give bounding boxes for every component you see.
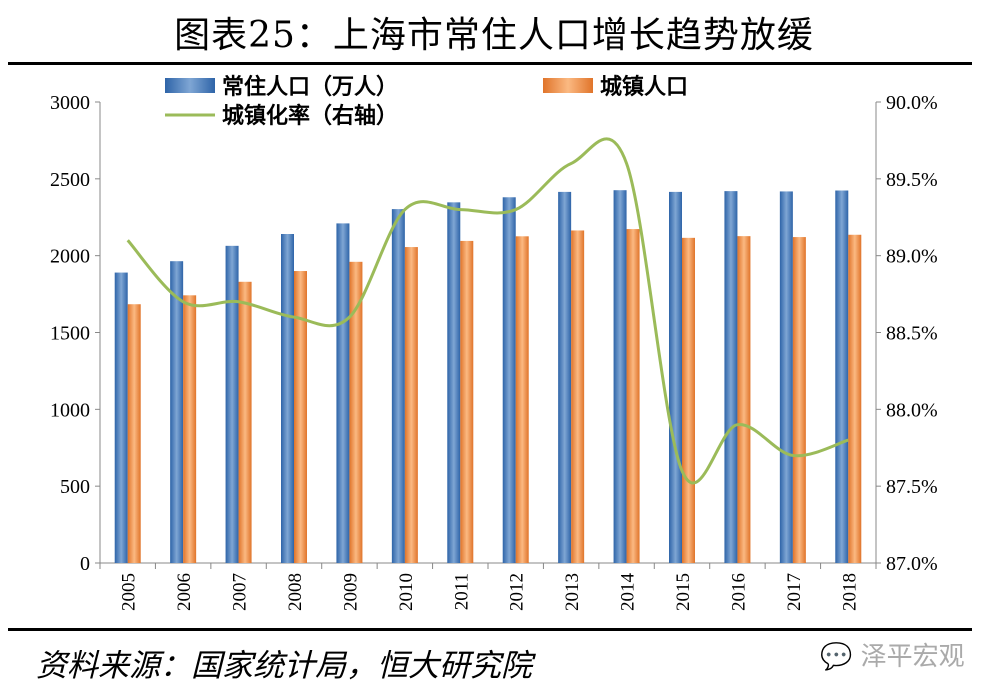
bar-urban-population xyxy=(127,304,141,563)
x-tick-label: 2016 xyxy=(728,573,749,611)
right-tick-label: 88.5% xyxy=(886,323,938,345)
x-tick-label: 2008 xyxy=(285,573,306,611)
chart-title: 图表25：上海市常住人口增长趋势放缓 xyxy=(174,15,814,56)
bar-resident-population xyxy=(669,191,682,563)
bar-urban-population xyxy=(294,271,307,563)
bar-urban-population xyxy=(626,229,640,563)
bar-urban-population xyxy=(183,295,197,563)
left-tick-label: 500 xyxy=(60,476,90,498)
bar-urban-population xyxy=(682,237,695,563)
watermark-text: 泽平宏观 xyxy=(860,642,965,672)
bar-urban-population xyxy=(848,234,862,563)
x-tick-label: 2005 xyxy=(119,573,140,611)
legend-label-rate: 城镇化率（右轴） xyxy=(222,103,398,128)
bar-urban-population xyxy=(404,247,418,563)
legend-swatch-resident xyxy=(165,78,215,93)
top-rule xyxy=(8,62,972,65)
wechat-icon: 💬 xyxy=(820,642,853,672)
bar-resident-population xyxy=(114,272,128,563)
legend-label-urban: 城镇人口 xyxy=(600,74,688,99)
bar-urban-population xyxy=(737,236,751,563)
bar-resident-population xyxy=(779,191,793,563)
bar-resident-population xyxy=(170,261,184,563)
x-tick-label: 2010 xyxy=(396,573,417,611)
bar-urban-population xyxy=(792,237,806,563)
bar-resident-population xyxy=(502,197,516,564)
watermark: 💬 泽平宏观 xyxy=(820,636,965,673)
legend-swatch-urban xyxy=(543,78,593,93)
x-tick-label: 2014 xyxy=(618,573,639,612)
bar-resident-population xyxy=(558,191,572,563)
right-tick-label: 87.0% xyxy=(886,553,938,575)
right-tick-label: 89.5% xyxy=(886,169,938,191)
right-tick-label: 87.5% xyxy=(886,476,938,498)
bar-urban-population xyxy=(349,261,363,563)
bottom-rule xyxy=(8,628,972,631)
right-tick-label: 89.0% xyxy=(886,246,938,268)
bar-urban-population xyxy=(460,240,474,563)
right-tick-label: 88.0% xyxy=(886,399,938,421)
left-tick-label: 2500 xyxy=(50,169,90,191)
bar-resident-population xyxy=(391,209,405,564)
bar-urban-population xyxy=(571,230,585,563)
x-tick-label: 2012 xyxy=(507,573,528,611)
x-tick-label: 2007 xyxy=(230,573,251,611)
bar-resident-population xyxy=(225,245,239,563)
x-tick-label: 2011 xyxy=(451,573,472,610)
left-tick-label: 2000 xyxy=(50,246,90,268)
urbanization-rate-line xyxy=(126,137,849,485)
left-tick-label: 3000 xyxy=(50,92,90,114)
bar-resident-population xyxy=(447,202,461,563)
bar-urban-population xyxy=(238,281,252,563)
x-tick-label: 2018 xyxy=(839,573,860,611)
legend-label-resident: 常住人口（万人） xyxy=(222,74,398,99)
x-tick-label: 2013 xyxy=(562,573,583,611)
left-tick-label: 1500 xyxy=(50,323,90,345)
x-tick-label: 2006 xyxy=(174,573,195,611)
bar-urban-population xyxy=(515,236,529,563)
bar-resident-population xyxy=(835,190,849,563)
left-tick-label: 0 xyxy=(80,553,90,575)
source-note: 资料来源：国家统计局，恒大研究院 xyxy=(36,648,532,684)
bar-resident-population xyxy=(724,191,738,564)
bar-resident-population xyxy=(336,223,350,563)
bar-resident-population xyxy=(613,190,627,564)
left-tick-label: 1000 xyxy=(50,399,90,421)
right-tick-label: 90.0% xyxy=(886,92,938,114)
bar-resident-population xyxy=(281,233,294,563)
x-tick-label: 2015 xyxy=(673,573,694,611)
chart: 0 500 1000 1500 2000 2500 3000 87.0% 87.5% 88.0% 8… xyxy=(50,74,938,612)
x-tick-label: 2009 xyxy=(340,573,361,611)
x-tick-label: 2017 xyxy=(784,573,805,611)
